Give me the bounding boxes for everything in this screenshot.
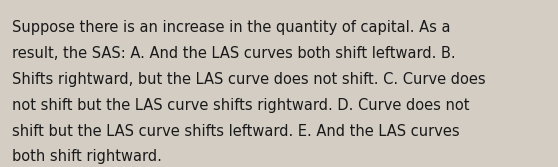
Text: not shift but the LAS curve shifts rightward. D. Curve does not: not shift but the LAS curve shifts right…	[12, 98, 470, 113]
Text: Suppose there is an increase in the quantity of capital. As a: Suppose there is an increase in the quan…	[12, 20, 451, 35]
Text: Shifts rightward, but the LAS curve does not shift. C. Curve does: Shifts rightward, but the LAS curve does…	[12, 72, 486, 87]
Text: both shift rightward.: both shift rightward.	[12, 149, 162, 164]
Text: result, the SAS: A. And the LAS curves both shift leftward. B.: result, the SAS: A. And the LAS curves b…	[12, 46, 456, 61]
Text: shift but the LAS curve shifts leftward. E. And the LAS curves: shift but the LAS curve shifts leftward.…	[12, 124, 460, 139]
